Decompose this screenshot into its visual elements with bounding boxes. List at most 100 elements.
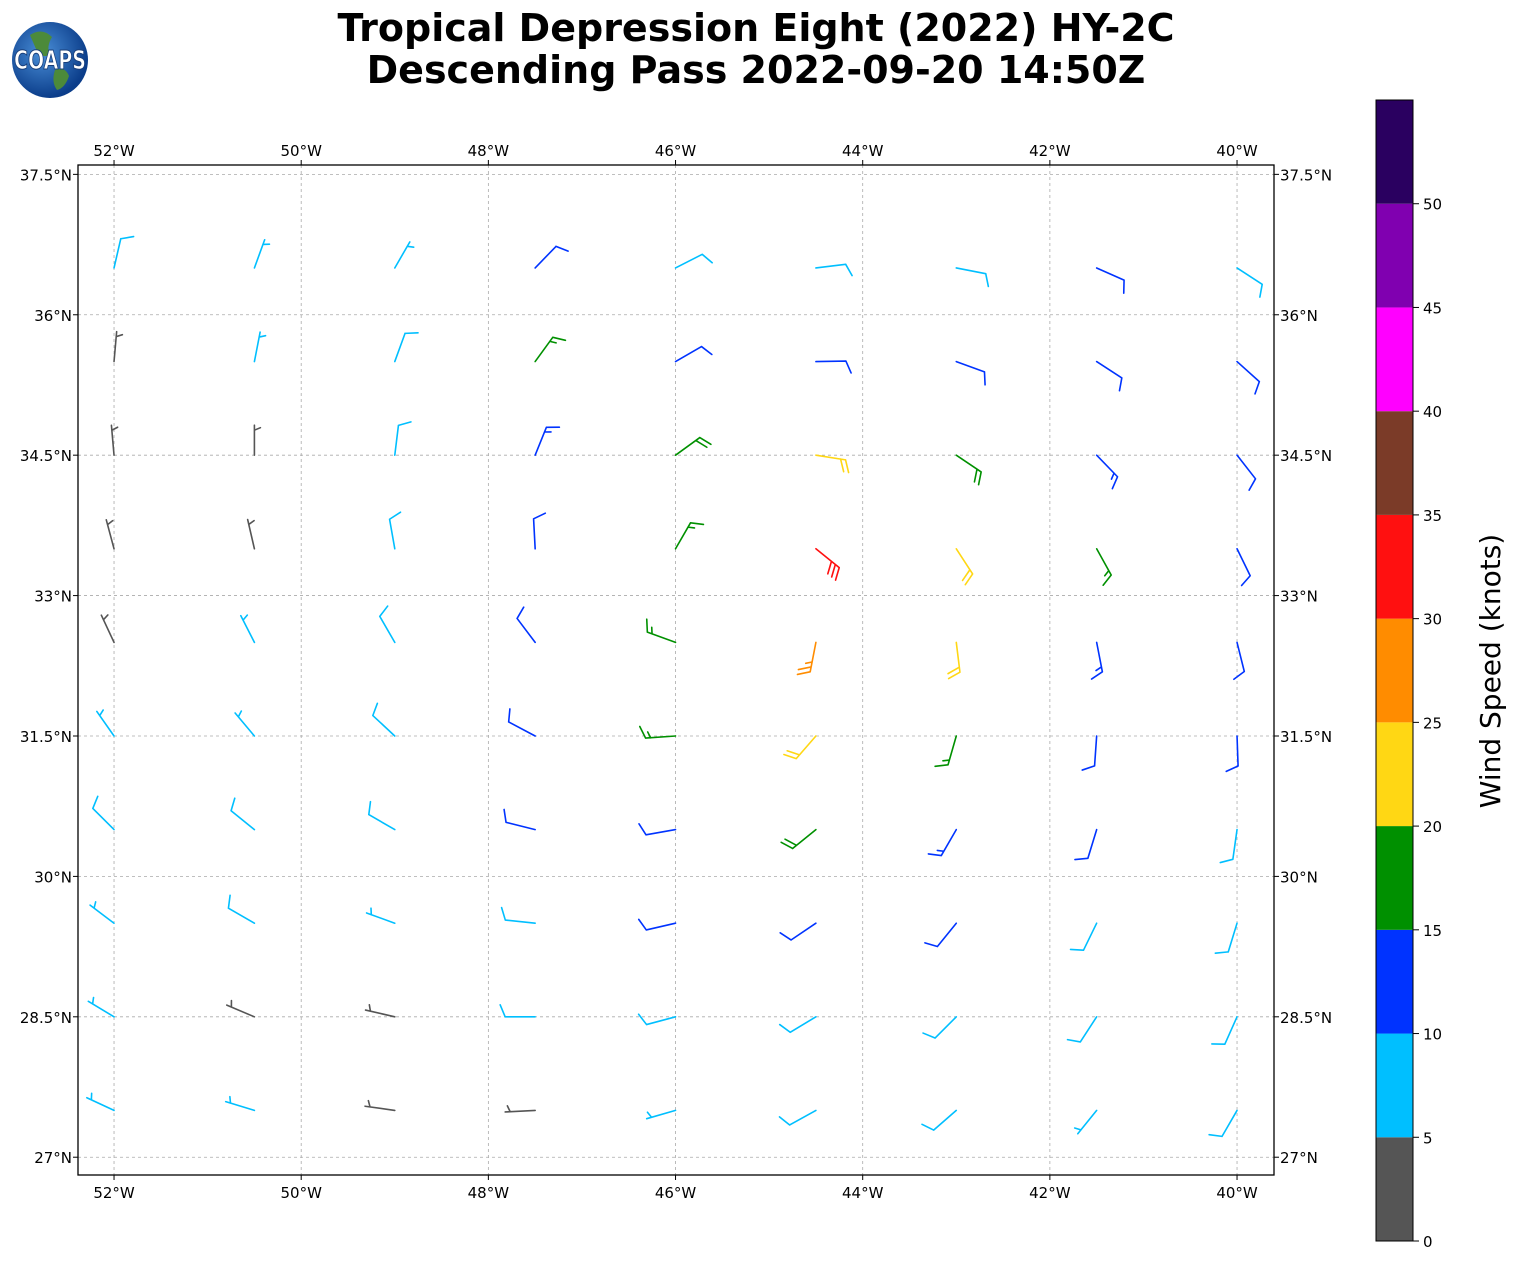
wind-barb <box>674 436 712 456</box>
wind-barb <box>507 708 536 737</box>
colorbar-tick-label: 15 <box>1423 922 1442 940</box>
wind-barb <box>815 547 841 581</box>
logo-text: COAPS <box>14 46 86 76</box>
x-tick-label: 44°W <box>842 142 884 160</box>
colorbar-segment <box>1376 411 1413 515</box>
colorbar-tick-label: 40 <box>1423 403 1442 421</box>
x-tick-label: 42°W <box>1029 1184 1071 1202</box>
wind-barb <box>924 922 958 948</box>
x-tick-label: 40°W <box>1216 142 1258 160</box>
wind-barb <box>1211 1016 1238 1046</box>
wind-barb <box>815 263 853 277</box>
logo: COAPS <box>12 22 88 98</box>
wind-barb <box>534 245 569 269</box>
x-tick-label: 52°W <box>93 142 135 160</box>
wind-barb <box>645 618 677 644</box>
wind-barb <box>1090 641 1104 680</box>
wind-barb <box>393 421 412 456</box>
wind-barb <box>378 605 396 644</box>
wind-barb <box>253 238 271 269</box>
wind-barb <box>955 360 986 386</box>
y-tick-label: 31.5°N <box>1280 728 1332 746</box>
wind-barb <box>1219 828 1238 864</box>
wind-barb <box>503 808 536 831</box>
wind-barb <box>1236 267 1263 298</box>
wind-barb <box>638 823 677 836</box>
wind-barb <box>1236 547 1251 587</box>
colorbar: 0 5 10 15 20 25 30 35 40 45 50 <box>1375 99 1442 1251</box>
colorbar-tick-label: 20 <box>1423 818 1442 836</box>
wind-barb <box>372 702 396 737</box>
wind-barb <box>638 725 677 739</box>
colorbar-segment <box>1376 100 1413 204</box>
wind-barb <box>532 512 547 550</box>
wind-barb <box>783 735 817 760</box>
y-tick-label: 31.5°N <box>20 728 72 746</box>
wind-barb <box>927 828 958 857</box>
wind-barb <box>516 606 536 644</box>
wind-barb <box>224 1095 256 1112</box>
x-tick-label: 52°W <box>93 1184 135 1202</box>
wind-barb <box>1066 1016 1098 1043</box>
colorbar-segment <box>1376 307 1413 412</box>
colorbar-tick-label: 25 <box>1423 714 1442 732</box>
colorbar-tick-label: 10 <box>1423 1026 1442 1044</box>
title-line: Descending Pass 2022-09-20 14:50Z <box>367 48 1146 92</box>
wind-barb <box>86 1092 115 1112</box>
wind-barb <box>364 1099 396 1112</box>
wind-barb <box>1214 922 1238 954</box>
wind-barb <box>674 253 713 269</box>
wind-barb <box>368 800 396 831</box>
colorbar-frame <box>1375 99 1414 1242</box>
wind-barb <box>921 1109 958 1131</box>
colorbar-segment <box>1376 514 1413 619</box>
wind-barb <box>1095 267 1125 294</box>
wind-barb <box>234 710 256 737</box>
y-tick-label: 28.5°N <box>1280 1009 1332 1027</box>
wind-barb <box>225 999 256 1018</box>
colorbar-segment <box>1376 1137 1413 1241</box>
wind-barb <box>100 614 115 644</box>
wind-barb <box>955 454 982 486</box>
x-tick-label: 46°W <box>655 1184 697 1202</box>
wind-barb <box>499 1004 536 1018</box>
wind-barb <box>1236 360 1261 395</box>
y-tick-label: 36°N <box>1280 307 1318 325</box>
wind-barb <box>955 267 990 288</box>
title-line: Tropical Depression Eight (2022) HY-2C <box>337 6 1174 50</box>
wind-barb <box>1095 360 1123 392</box>
logo-globe <box>12 22 88 98</box>
wind-barb <box>105 519 115 550</box>
y-tick-label: 27°N <box>1280 1149 1318 1167</box>
wind-barb <box>1074 828 1098 861</box>
y-tick-label: 30°N <box>1280 868 1318 886</box>
wind-barb <box>1069 922 1098 951</box>
y-tick-label: 37.5°N <box>20 166 72 184</box>
wind-barb <box>637 1013 677 1026</box>
wind-barb <box>365 907 396 925</box>
colorbar-segment <box>1376 826 1413 930</box>
x-tick-label: 50°W <box>280 1184 322 1202</box>
wind-barb <box>815 360 852 374</box>
wind-barb <box>388 511 402 550</box>
x-tick-label: 48°W <box>468 142 510 160</box>
colorbar-tick-label: 5 <box>1423 1129 1433 1147</box>
wind-barb <box>1081 735 1098 771</box>
logo-land <box>30 31 69 91</box>
colorbar-segment <box>1376 929 1413 1034</box>
wind-barb <box>96 709 115 737</box>
barb-layer <box>86 235 1263 1138</box>
wind-barb <box>796 641 817 676</box>
wind-barb <box>1095 547 1112 587</box>
wind-barb <box>1095 454 1119 490</box>
wind-barb <box>534 426 561 456</box>
wind-barb <box>113 330 124 363</box>
wind-barb <box>113 235 135 269</box>
x-tick-label: 48°W <box>468 1184 510 1202</box>
y-tick-label: 36°N <box>34 307 72 325</box>
x-tick-label: 44°W <box>842 1184 884 1202</box>
tick-labels: 52°W 52°W 50°W 50°W 48°W 48°W 46°W 46°W 44°W 44°W… <box>20 142 1332 1202</box>
wind-barb <box>364 1003 396 1018</box>
